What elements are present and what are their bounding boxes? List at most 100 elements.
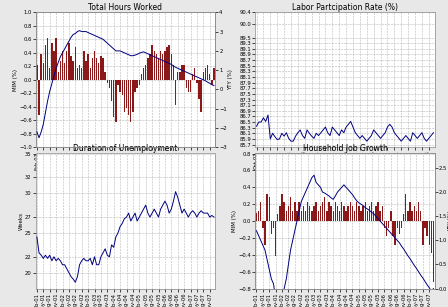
Bar bbox=[117, 80, 119, 85]
Bar bbox=[77, 68, 78, 80]
Bar bbox=[179, 72, 181, 80]
Bar bbox=[294, 203, 296, 221]
Bar bbox=[171, 54, 172, 80]
Bar bbox=[145, 65, 146, 80]
Bar bbox=[262, 221, 263, 228]
Bar bbox=[271, 221, 272, 234]
Bar bbox=[194, 68, 195, 80]
Bar bbox=[49, 68, 51, 80]
Bar bbox=[388, 221, 389, 228]
Bar bbox=[173, 65, 174, 80]
Bar bbox=[371, 203, 372, 221]
Bar bbox=[104, 72, 106, 80]
Bar bbox=[307, 203, 308, 221]
Bar bbox=[277, 214, 279, 221]
Bar bbox=[166, 47, 168, 80]
Bar bbox=[358, 206, 359, 221]
Bar bbox=[85, 61, 86, 80]
Bar bbox=[411, 211, 413, 221]
Bar bbox=[211, 80, 212, 85]
Bar bbox=[341, 203, 342, 221]
Bar bbox=[332, 211, 334, 221]
Bar bbox=[158, 58, 159, 80]
Bar bbox=[175, 80, 176, 106]
Bar bbox=[414, 206, 415, 221]
Bar bbox=[426, 221, 428, 236]
Bar bbox=[365, 203, 366, 221]
Bar bbox=[343, 206, 345, 221]
Bar bbox=[399, 221, 400, 234]
Bar bbox=[111, 80, 112, 101]
Bar bbox=[392, 221, 394, 236]
Bar bbox=[87, 54, 89, 80]
Bar bbox=[107, 80, 108, 83]
Bar bbox=[192, 74, 194, 80]
Bar bbox=[109, 80, 110, 88]
Bar bbox=[79, 65, 80, 80]
Title: Duration of Unemployment: Duration of Unemployment bbox=[73, 144, 177, 153]
Bar bbox=[56, 38, 57, 80]
Bar bbox=[401, 221, 402, 228]
Bar bbox=[335, 203, 336, 221]
Bar bbox=[356, 203, 358, 221]
Bar bbox=[138, 80, 140, 85]
Bar bbox=[181, 65, 183, 80]
Bar bbox=[207, 65, 208, 80]
Bar bbox=[290, 197, 291, 221]
Bar bbox=[62, 52, 63, 80]
Bar bbox=[43, 63, 44, 80]
Bar bbox=[424, 221, 426, 228]
Bar bbox=[320, 206, 321, 221]
Bar bbox=[258, 211, 259, 221]
Bar bbox=[303, 206, 304, 221]
Bar bbox=[256, 212, 257, 221]
Bar bbox=[183, 65, 185, 80]
Bar bbox=[288, 206, 289, 221]
Bar bbox=[92, 58, 93, 80]
Bar bbox=[328, 203, 330, 221]
Bar bbox=[154, 52, 155, 80]
Bar bbox=[83, 52, 85, 80]
Bar bbox=[162, 54, 164, 80]
Bar bbox=[202, 72, 204, 80]
Bar bbox=[168, 45, 170, 80]
Bar bbox=[386, 221, 387, 236]
Bar bbox=[396, 221, 398, 228]
Bar bbox=[281, 194, 283, 221]
Bar bbox=[305, 211, 306, 221]
Bar bbox=[132, 80, 134, 112]
Bar bbox=[39, 80, 40, 115]
Bar bbox=[326, 211, 327, 221]
Bar bbox=[134, 80, 136, 92]
Bar bbox=[196, 80, 198, 83]
Bar bbox=[141, 74, 142, 80]
Bar bbox=[98, 63, 99, 80]
Bar bbox=[279, 206, 280, 221]
Bar bbox=[70, 56, 72, 80]
Title: Household Job Growth: Household Job Growth bbox=[302, 144, 388, 153]
Title: Labor Partcipation Rate (%): Labor Partcipation Rate (%) bbox=[292, 2, 398, 11]
Bar bbox=[81, 68, 82, 80]
Bar bbox=[120, 80, 121, 92]
Bar bbox=[75, 47, 76, 80]
Bar bbox=[298, 203, 300, 221]
Bar bbox=[422, 221, 423, 245]
Bar bbox=[213, 68, 215, 80]
Bar bbox=[268, 197, 270, 221]
Bar bbox=[292, 211, 293, 221]
Bar bbox=[177, 72, 178, 80]
Bar bbox=[151, 45, 153, 80]
Bar bbox=[284, 203, 285, 221]
Bar bbox=[331, 206, 332, 221]
Y-axis label: Weeks: Weeks bbox=[18, 212, 24, 230]
Bar bbox=[137, 80, 138, 88]
Bar bbox=[379, 211, 381, 221]
Bar bbox=[53, 52, 55, 80]
Bar bbox=[90, 68, 91, 80]
Y-axis label: MIM (%): MIM (%) bbox=[13, 69, 17, 91]
Bar bbox=[201, 80, 202, 112]
Bar bbox=[403, 214, 405, 221]
Bar bbox=[94, 52, 95, 80]
Bar bbox=[394, 221, 396, 245]
Bar bbox=[366, 211, 368, 221]
